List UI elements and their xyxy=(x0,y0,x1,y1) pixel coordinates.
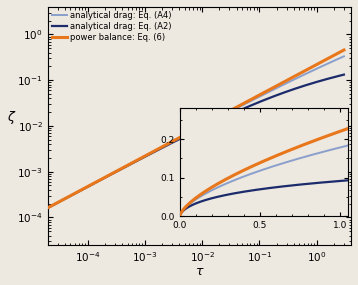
power balance: Eq. (6): (0.00381, 0.00537): Eq. (6): (0.00381, 0.00537) xyxy=(176,137,180,140)
Legend: analytical drag: Eq. (A4), analytical drag: Eq. (A2), power balance: Eq. (6): analytical drag: Eq. (A4), analytical dr… xyxy=(50,9,173,44)
power balance: Eq. (6): (2e-05, 0.000162): Eq. (6): (2e-05, 0.000162) xyxy=(45,206,50,209)
analytical drag: Eq. (A4): (0.0717, 0.0354): Eq. (A4): (0.0717, 0.0354) xyxy=(249,99,253,103)
Line: analytical drag: Eq. (A2): analytical drag: Eq. (A2) xyxy=(48,75,344,208)
power balance: Eq. (6): (0.0717, 0.038): Eq. (6): (0.0717, 0.038) xyxy=(249,98,253,101)
analytical drag: Eq. (A2): (6.75e-05, 0.000362): Eq. (A2): (6.75e-05, 0.000362) xyxy=(76,190,80,194)
Y-axis label: $\zeta$: $\zeta$ xyxy=(7,109,16,126)
analytical drag: Eq. (A2): (3, 0.133): Eq. (A2): (3, 0.133) xyxy=(342,73,346,76)
power balance: Eq. (6): (0.00248, 0.00403): Eq. (6): (0.00248, 0.00403) xyxy=(165,142,170,146)
analytical drag: Eq. (A2): (0.00381, 0.00501): Eq. (A2): (0.00381, 0.00501) xyxy=(176,138,180,141)
analytical drag: Eq. (A4): (3, 0.333): Eq. (A4): (3, 0.333) xyxy=(342,55,346,58)
power balance: Eq. (6): (0.217, 0.0795): Eq. (6): (0.217, 0.0795) xyxy=(276,83,281,86)
analytical drag: Eq. (A4): (0.217, 0.071): Eq. (A4): (0.217, 0.071) xyxy=(276,85,281,89)
analytical drag: Eq. (A4): (0.00381, 0.00526): Eq. (A4): (0.00381, 0.00526) xyxy=(176,137,180,141)
Line: analytical drag: Eq. (A4): analytical drag: Eq. (A4) xyxy=(48,56,344,208)
analytical drag: Eq. (A4): (0.269, 0.0811): Eq. (A4): (0.269, 0.0811) xyxy=(282,83,286,86)
power balance: Eq. (6): (3, 0.458): Eq. (6): (3, 0.458) xyxy=(342,48,346,52)
analytical drag: Eq. (A4): (6.75e-05, 0.000364): Eq. (A4): (6.75e-05, 0.000364) xyxy=(76,190,80,194)
analytical drag: Eq. (A2): (0.269, 0.0538): Eq. (A2): (0.269, 0.0538) xyxy=(282,91,286,94)
analytical drag: Eq. (A4): (0.00248, 0.00396): Eq. (A4): (0.00248, 0.00396) xyxy=(165,143,170,146)
analytical drag: Eq. (A2): (2e-05, 0.000161): Eq. (A2): (2e-05, 0.000161) xyxy=(45,206,50,210)
Line: power balance: Eq. (6): power balance: Eq. (6) xyxy=(48,50,344,208)
analytical drag: Eq. (A2): (0.0717, 0.0281): Eq. (A2): (0.0717, 0.0281) xyxy=(249,104,253,107)
analytical drag: Eq. (A2): (0.217, 0.0488): Eq. (A2): (0.217, 0.0488) xyxy=(276,93,281,96)
analytical drag: Eq. (A4): (2e-05, 0.000162): Eq. (A4): (2e-05, 0.000162) xyxy=(45,206,50,209)
analytical drag: Eq. (A2): (0.00248, 0.00382): Eq. (A2): (0.00248, 0.00382) xyxy=(165,143,170,147)
power balance: Eq. (6): (0.269, 0.0918): Eq. (6): (0.269, 0.0918) xyxy=(282,80,286,84)
power balance: Eq. (6): (6.75e-05, 0.000365): Eq. (6): (6.75e-05, 0.000365) xyxy=(76,190,80,194)
X-axis label: $\tau$: $\tau$ xyxy=(194,265,204,278)
